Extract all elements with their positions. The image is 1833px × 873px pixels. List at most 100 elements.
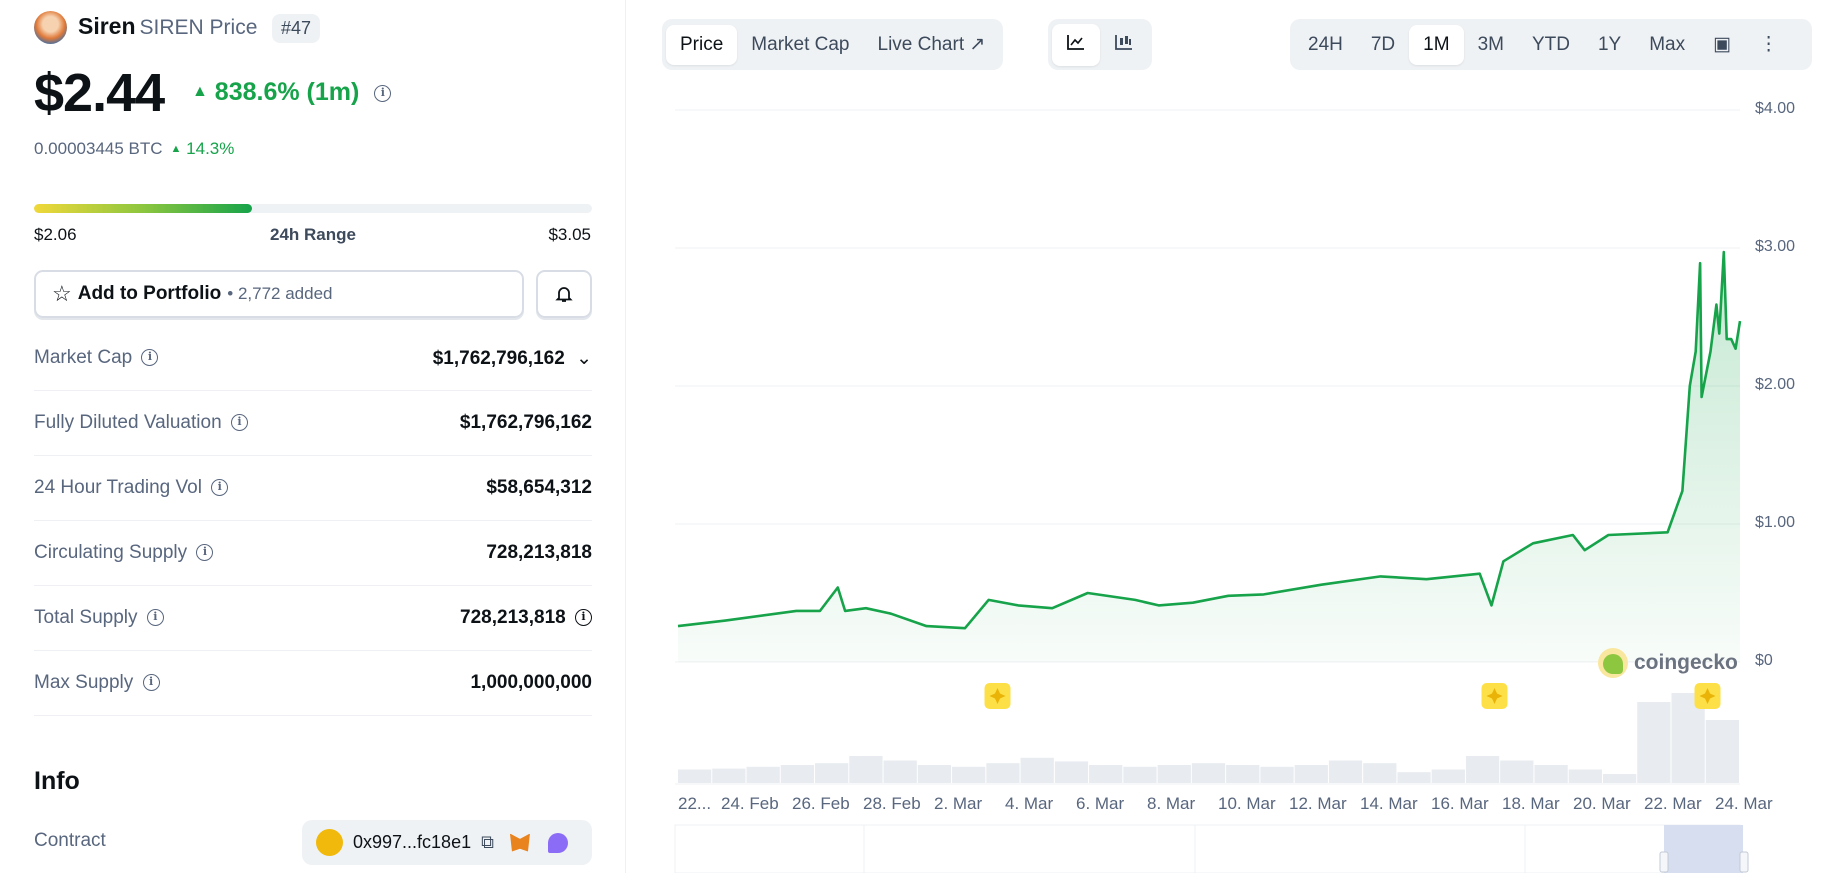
volume-bar	[1328, 760, 1363, 783]
volume-bar	[1157, 765, 1191, 783]
chart-data-tabs: Price Market Cap Live Chart ↗	[662, 19, 1004, 70]
x-tick-label: 22...	[678, 794, 712, 813]
volume-bar	[712, 768, 746, 783]
x-tick-label: 8. Mar	[1147, 794, 1196, 813]
info-icon[interactable]: i	[142, 674, 160, 692]
tab-market-cap[interactable]: Market Cap	[737, 25, 863, 65]
stat-value-text: $58,654,312	[486, 477, 592, 498]
range-ytd[interactable]: YTD	[1531, 33, 1570, 55]
more-options-button[interactable]: ⋮	[1745, 24, 1792, 65]
info-icon[interactable]: i	[211, 479, 229, 497]
y-tick-label: $2.00	[1755, 376, 1796, 393]
stat-label: Circulating Supply i	[34, 542, 214, 564]
navigator-handle[interactable]	[1659, 851, 1669, 873]
y-tick-label: $1.00	[1755, 514, 1796, 531]
range-1y[interactable]: 1Y	[1597, 33, 1622, 55]
tab-label: Live Chart	[877, 34, 965, 55]
tab-live-chart[interactable]: Live Chart ↗	[864, 24, 1000, 65]
volume-bar	[1089, 765, 1123, 783]
event-flag-icon	[984, 683, 1011, 709]
x-tick-label: 26. Feb	[792, 794, 850, 813]
stat-label-text: Max Supply	[34, 672, 134, 693]
stat-label-text: Market Cap	[34, 347, 133, 368]
volume-bar	[1363, 763, 1397, 783]
volume-bar	[883, 760, 917, 783]
tab-price[interactable]: Price	[666, 24, 738, 65]
range-3m[interactable]: 3M	[1477, 33, 1504, 55]
coin-price: $2.44	[34, 63, 165, 123]
volume-bar	[1705, 720, 1739, 783]
metamask-icon[interactable]	[509, 833, 530, 852]
time-range-tabs: 24H 7D 1M 3M YTD 1Y Max ▣ ⋮	[1290, 19, 1812, 70]
info-icon[interactable]: i	[146, 609, 164, 627]
copy-icon[interactable]: ⧉	[481, 832, 494, 852]
x-tick-label: 18. Mar	[1502, 794, 1560, 813]
range-max[interactable]: Max	[1649, 33, 1686, 55]
volume-bar	[746, 766, 780, 783]
price-area	[678, 252, 1741, 662]
range-7d[interactable]: 7D	[1370, 33, 1396, 55]
stat-label: 24 Hour Trading Vol i	[34, 477, 229, 499]
navigator-selection[interactable]	[1664, 825, 1743, 873]
range-1m[interactable]: 1M	[1409, 24, 1464, 65]
info-icon[interactable]: i	[141, 349, 159, 367]
range-bar	[34, 204, 592, 213]
info-heading: Info	[34, 767, 80, 795]
btc-change-value: 14.3%	[186, 139, 235, 158]
candlestick-chart-icon	[1115, 34, 1132, 50]
calendar-button[interactable]: ▣	[1699, 24, 1745, 65]
volume-bar	[780, 765, 815, 783]
info-icon[interactable]: i	[230, 414, 248, 432]
volume-bar	[1054, 761, 1089, 783]
volume-bar	[1637, 702, 1671, 783]
volume-bar	[1294, 765, 1328, 783]
info-icon[interactable]: i	[196, 544, 214, 562]
contract-pill[interactable]: 0x997...fc18e1 ⧉	[302, 820, 592, 865]
volume-bar	[952, 766, 986, 783]
range-label: 24h Range	[270, 225, 356, 244]
bnb-chain-icon	[316, 829, 343, 856]
coin-name: Siren	[78, 13, 136, 39]
range-high: $3.05	[548, 225, 591, 244]
navigator-handle[interactable]	[1739, 851, 1749, 873]
coin-info-panel: Siren SIREN Price #47 $2.44 ▲ 838.6% (1m)…	[0, 0, 626, 873]
add-to-portfolio-button[interactable]: ☆ Add to Portfolio • 2,772 added	[34, 270, 524, 318]
chart-type-toggle	[1048, 19, 1152, 70]
y-tick-label: $0	[1755, 652, 1773, 669]
volume-bar	[1534, 765, 1568, 783]
stat-row: 24 Hour Trading Vol i $58,654,312	[34, 456, 592, 521]
range-24h[interactable]: 24H	[1308, 33, 1343, 55]
volume-bar	[1500, 760, 1534, 783]
range-bar-fill	[34, 204, 252, 213]
stat-label-text: Fully Diluted Valuation	[34, 412, 222, 433]
volume-bar	[1602, 774, 1637, 783]
stat-value[interactable]: $1,762,796,162 ⌄	[433, 347, 592, 370]
line-chart-button[interactable]	[1052, 23, 1100, 66]
bell-icon	[555, 287, 573, 302]
price-alert-button[interactable]	[536, 270, 592, 318]
tab-label: Market Cap	[751, 33, 850, 55]
line-chart-icon	[1067, 34, 1084, 50]
info-icon[interactable]: i	[374, 84, 392, 102]
stat-value: 1,000,000,000	[470, 672, 592, 694]
stat-value-text: 728,213,818	[486, 542, 592, 563]
coin-avatar	[34, 11, 67, 44]
volume-bar	[1260, 766, 1294, 783]
stat-label-text: Total Supply	[34, 607, 138, 628]
btc-price-value: 0.00003445 BTC	[34, 139, 163, 158]
contract-label: Contract	[34, 830, 106, 851]
caret-up-icon: ▲	[192, 83, 208, 100]
volume-bar	[1431, 769, 1465, 783]
coin-title: Siren SIREN Price	[78, 13, 257, 40]
stat-value: $1,762,796,162	[460, 412, 592, 434]
chevron-down-icon[interactable]: ⌄	[576, 347, 592, 369]
wallet-icon[interactable]	[547, 832, 568, 853]
y-tick-label: $3.00	[1755, 238, 1796, 255]
calendar-icon: ▣	[1713, 34, 1732, 55]
candlestick-chart-button[interactable]	[1100, 24, 1148, 66]
info-icon[interactable]: i	[575, 609, 592, 627]
stat-value: $58,654,312	[486, 477, 592, 499]
star-icon: ☆	[52, 281, 72, 306]
x-tick-label: 4. Mar	[1005, 794, 1054, 813]
